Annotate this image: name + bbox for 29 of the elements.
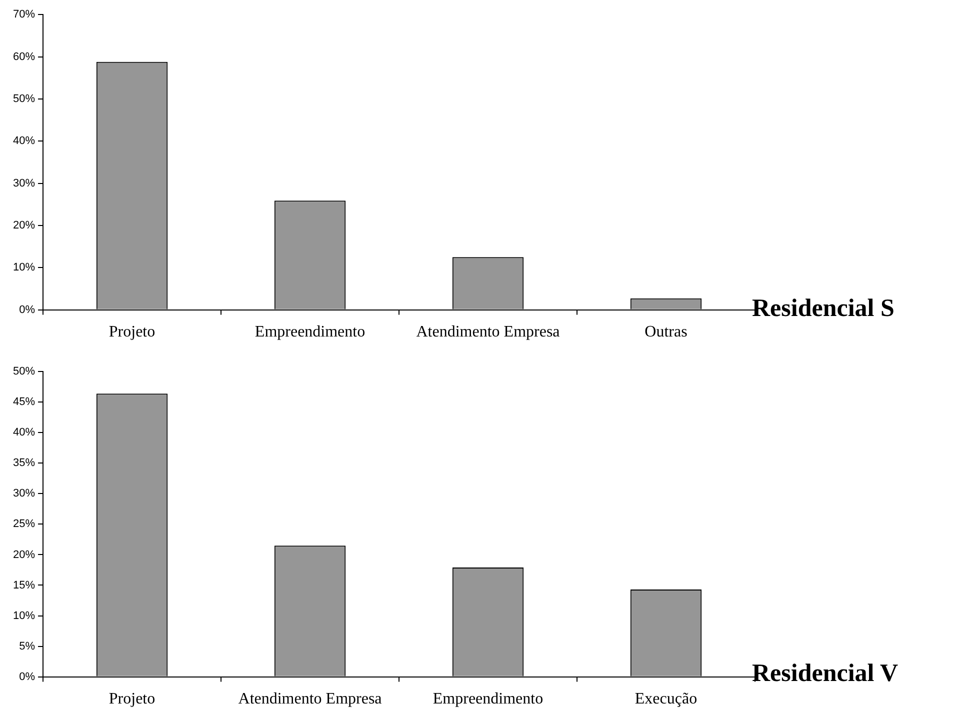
y-tick-label: 5% [19, 640, 36, 652]
y-tick-label: 45% [12, 396, 36, 408]
y-tick-label: 20% [12, 548, 36, 561]
text: Residencial S [752, 295, 894, 323]
y-tick-label: 60% [12, 50, 36, 63]
x-tick-label: Outras [644, 324, 688, 341]
y-tick-label: 50% [12, 366, 36, 378]
x-tick-label: Empreendimento [254, 324, 366, 341]
y-tick-label: 10% [12, 262, 36, 274]
x-tick-label: Atendimento Empresa [416, 324, 560, 341]
y-tick-label: 40% [12, 135, 36, 148]
y-tick-label: 30% [12, 177, 36, 190]
x-tick-label: Atendimento Empresa [238, 690, 382, 708]
y-tick-label: 30% [12, 488, 36, 500]
y-tick-label: 40% [12, 426, 36, 439]
y-tick-label: 50% [12, 92, 36, 105]
y-tick-label: 0% [19, 670, 36, 683]
y-tick-label: 15% [12, 579, 36, 592]
x-tick-label: Execução [634, 690, 698, 708]
y-tick-label: 20% [12, 219, 36, 232]
y-tick-label: 70% [12, 8, 36, 21]
y-tick-label: 35% [12, 457, 36, 470]
y-tick-label: 10% [12, 610, 36, 622]
y-tick-label: 0% [19, 304, 36, 316]
x-tick-label: Projeto [108, 690, 156, 708]
y-tick-label: 25% [12, 518, 36, 530]
x-tick-label: Projeto [108, 324, 156, 341]
text: Residencial V [752, 660, 898, 688]
x-tick-label: Empreendimento [432, 690, 544, 708]
